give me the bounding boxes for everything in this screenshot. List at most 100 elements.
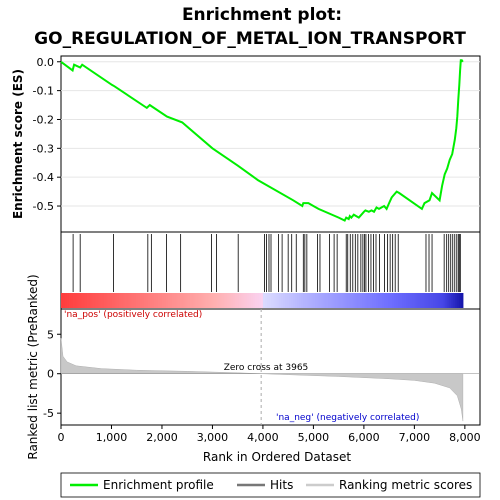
heat-strip-segment (208, 293, 211, 308)
heat-strip-segment (230, 293, 234, 308)
metric-tick-label: -5 (43, 407, 54, 420)
heat-strip-segment (450, 293, 454, 308)
heat-strip-segment (79, 293, 82, 308)
heat-strip-segment (297, 293, 300, 308)
es-panel-frame (60, 55, 481, 233)
x-tick-label: 4,000 (247, 431, 279, 444)
heat-strip-segment (369, 293, 373, 308)
heat-strip-segment (224, 293, 227, 308)
heat-strip-segment (343, 293, 347, 308)
heat-strip-segment (244, 293, 248, 308)
es-tick-label: -0.2 (33, 113, 54, 126)
heat-strip-segment (214, 293, 217, 308)
heat-strip-segment (380, 293, 383, 308)
heat-strip-segment (163, 293, 167, 308)
heat-strip-segment (359, 293, 363, 308)
heat-strip-segment (351, 293, 355, 308)
heat-strip-segment (315, 293, 318, 308)
heat-strip-segment (392, 293, 395, 308)
heat-strip-segment (97, 293, 100, 308)
heat-strip-segment (266, 293, 270, 308)
enrichment-profile-line (60, 59, 464, 222)
heat-strip-segment (151, 293, 155, 308)
heat-strip-segment (424, 293, 427, 308)
heat-strip-segment (337, 293, 341, 308)
heat-strip-segment (436, 293, 440, 308)
heat-strip-segment (325, 293, 328, 308)
heat-strip-segment (107, 293, 110, 308)
heat-strip-segment (250, 293, 254, 308)
heat-strip-segment (444, 293, 448, 308)
heat-strip-segment (145, 293, 149, 308)
heat-strip-segment (119, 293, 122, 308)
legend-enrichment-label: Enrichment profile (103, 478, 214, 492)
heat-strip-segment (376, 293, 379, 308)
heat-strip-segment (141, 293, 145, 308)
heat-strip-segment (390, 293, 393, 308)
heat-strip-segment (176, 293, 179, 308)
heat-strip-segment (89, 293, 92, 308)
heat-strip-segment (442, 293, 446, 308)
zero-cross-label: Zero cross at 3965 (224, 363, 309, 373)
heat-strip-segment (83, 293, 86, 308)
heat-strip-segment (236, 293, 240, 308)
heat-strip-segment (295, 293, 298, 308)
heat-strip-segment (149, 293, 153, 308)
heat-strip-segment (275, 293, 278, 308)
heat-strip-segment (414, 293, 417, 308)
heat-strip-segment (174, 293, 177, 308)
heat-strip-segment (67, 293, 70, 308)
heat-strip-segment (434, 293, 437, 308)
heat-strip-segment (115, 293, 118, 308)
heat-strip-segment (404, 293, 407, 308)
heat-strip-segment (234, 293, 238, 308)
heat-strip-segment (353, 293, 357, 308)
heat-strip-segment (198, 293, 201, 308)
x-axis-label: Rank in Ordered Dataset (203, 450, 351, 464)
heat-strip-segment (428, 293, 431, 308)
x-tick-label: 2,000 (146, 431, 178, 444)
heat-strip-segment (311, 293, 314, 308)
heat-strip-segment (277, 293, 280, 308)
x-tick-label: 0 (58, 431, 65, 444)
heat-strip-segment (93, 293, 96, 308)
ranking-metric-area (60, 338, 464, 422)
heat-strip-segment (264, 293, 268, 308)
heat-strip-segment (410, 293, 413, 308)
heat-strip-segment (323, 293, 326, 308)
heat-strip-segment (313, 293, 316, 308)
heat-strip-segment (299, 293, 302, 308)
heat-strip-segment (196, 293, 199, 308)
heat-strip-segment (321, 293, 324, 308)
heat-strip-segment (357, 293, 361, 308)
heat-strip-segment (412, 293, 415, 308)
heat-strip-segment (75, 293, 78, 308)
heat-strip-segment (454, 293, 458, 308)
heat-strip-segment (448, 293, 452, 308)
heat-strip-segment (103, 293, 106, 308)
heat-strip-segment (268, 293, 272, 308)
heat-strip-segment (73, 293, 76, 308)
x-tick-label: 7,000 (399, 431, 431, 444)
heat-strip-segment (271, 293, 274, 308)
heat-strip-segment (281, 293, 284, 308)
heat-strip-segment (291, 293, 294, 308)
heat-strip-segment (85, 293, 88, 308)
legend-hits-label: Hits (270, 478, 293, 492)
heat-strip-segment (279, 293, 282, 308)
heat-strip-segment (123, 293, 127, 308)
heat-strip-segment (273, 293, 276, 308)
chart-title-line1: Enrichment plot: (182, 5, 342, 25)
heat-strip-segment (202, 293, 205, 308)
es-panel: 0.0 -0.1 -0.2 -0.3 -0.4 -0.5 Enrichment score… (11, 55, 481, 233)
heat-strip-segment (240, 293, 244, 308)
heat-strip-segment (184, 293, 187, 308)
heat-strip-segment (317, 293, 320, 308)
heat-strip-segment (365, 293, 369, 308)
heat-strip-segment (133, 293, 137, 308)
heat-strip-segment (371, 293, 375, 308)
heat-strip-segment (285, 293, 288, 308)
heat-strip-segment (87, 293, 90, 308)
heat-strip-segment (398, 293, 401, 308)
heat-strip-segment (339, 293, 343, 308)
